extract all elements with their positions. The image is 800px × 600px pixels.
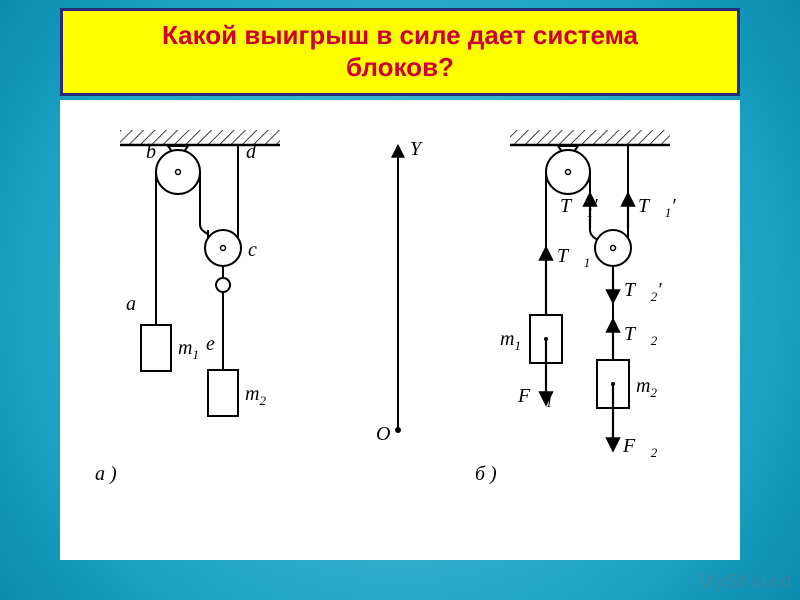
physics-diagram: b d c a e m1 m2 а ) Y O	[60, 100, 740, 560]
figure-container: b d c a e m1 m2 а ) Y O	[60, 100, 740, 560]
title-line1: Какой выигрыш в силе дает система	[73, 19, 727, 51]
label-e: e	[206, 333, 215, 355]
panel-a: b d c a e m1 m2 а )	[95, 130, 280, 485]
label-O: O	[376, 423, 390, 445]
vec-T1p-mid: T⃗1′	[560, 195, 598, 220]
panel-b: T⃗1 T⃗1′ T⃗1′ T⃗2′ T⃗2 F⃗1 F⃗2 m1 m2 б )	[475, 130, 676, 485]
label-panel-b: б )	[475, 463, 497, 485]
label-b: b	[146, 141, 156, 163]
vec-T1p-right: T⃗1′	[638, 195, 676, 220]
label-d: d	[246, 141, 257, 163]
vec-T1: T⃗1	[557, 245, 590, 270]
vec-F2: F⃗2	[622, 435, 658, 460]
label-m1b: m1	[500, 328, 521, 353]
y-axis: Y O	[376, 138, 423, 445]
label-a: a	[126, 293, 136, 315]
vec-T2: T⃗2	[624, 323, 658, 348]
label-c: c	[248, 239, 257, 261]
label-m1: m1	[178, 337, 199, 362]
title-line2: блоков?	[73, 51, 727, 83]
watermark: MyShared	[697, 571, 792, 594]
label-m2b: m2	[636, 375, 657, 400]
label-Y: Y	[410, 138, 423, 160]
vec-T2p: T⃗2′	[624, 279, 662, 304]
title-banner: Какой выигрыш в силе дает система блоков…	[60, 8, 740, 96]
label-m2: m2	[245, 383, 266, 408]
slide-root: Какой выигрыш в силе дает система блоков…	[0, 0, 800, 600]
label-panel-a: а )	[95, 463, 117, 485]
